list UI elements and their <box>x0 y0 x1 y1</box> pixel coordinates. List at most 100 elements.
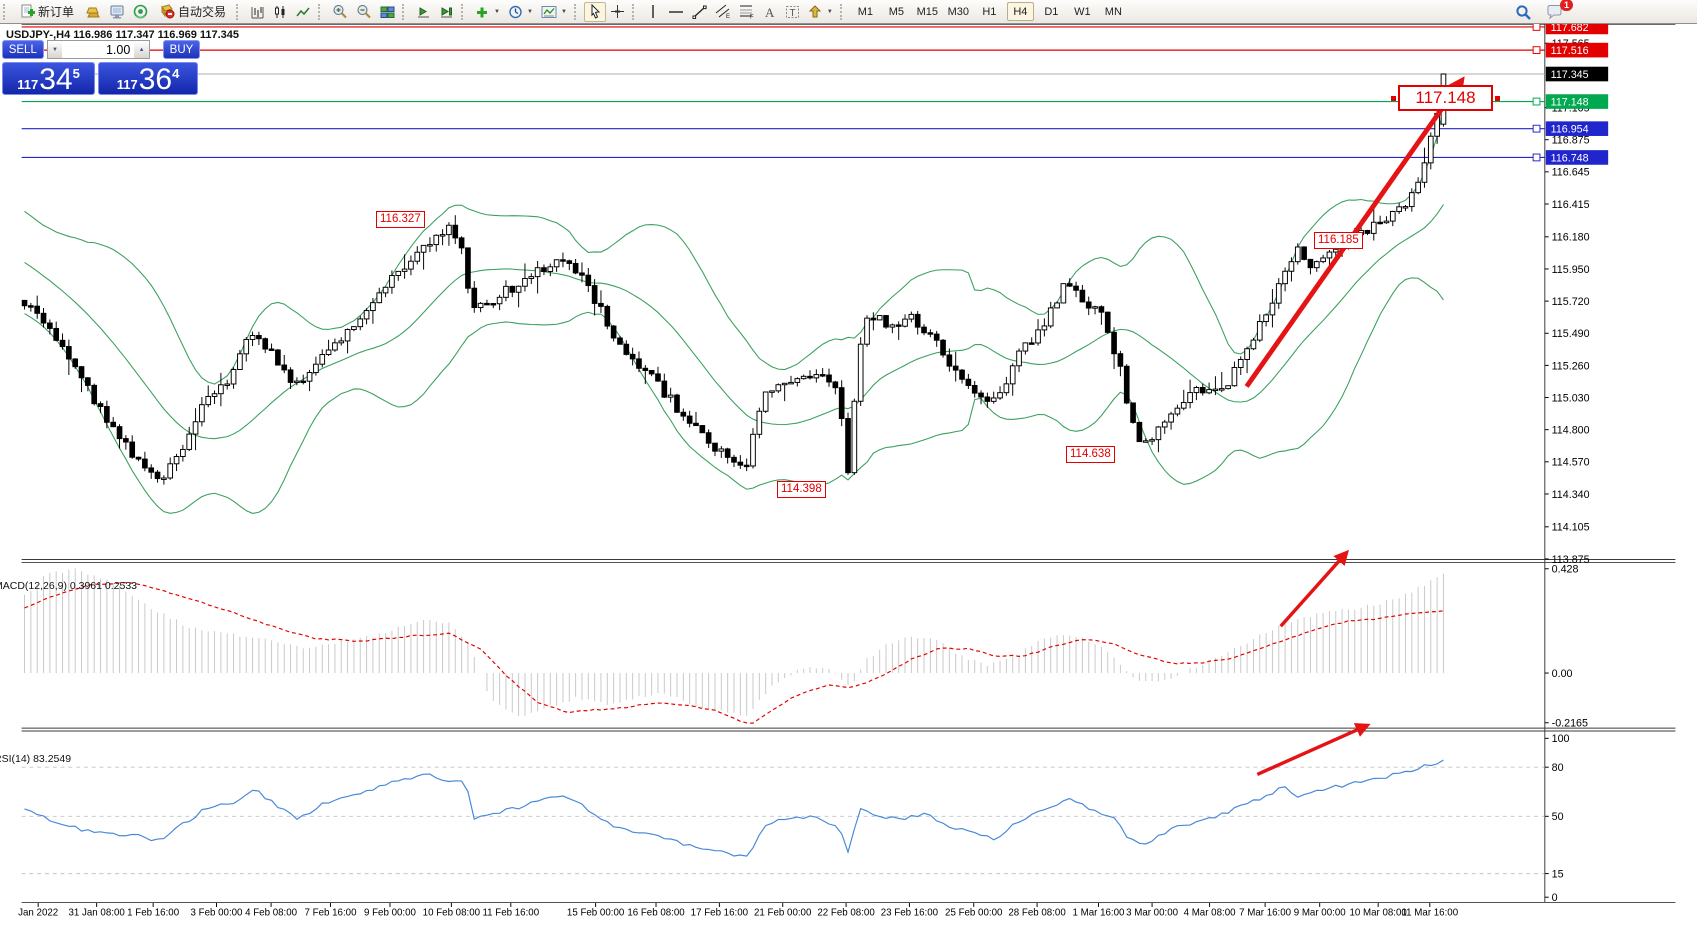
timeframe-MN[interactable]: MN <box>1104 5 1122 18</box>
svg-text:E: E <box>726 14 730 19</box>
templates-button[interactable]: ▼ <box>537 2 571 22</box>
chart-shift-button[interactable] <box>435 2 458 22</box>
rsi-pane <box>21 759 1545 875</box>
timeframe-M15[interactable]: M15 <box>916 5 939 18</box>
auto-scroll-button[interactable] <box>412 2 435 22</box>
chart-canvas[interactable]: 117.565117.105116.875116.645116.415116.1… <box>0 24 1697 943</box>
main-pane <box>21 26 1545 514</box>
zoom-out-icon <box>357 5 371 19</box>
toolbar-grip <box>236 3 242 20</box>
notifications-button[interactable]: 1 <box>1542 0 1573 22</box>
sell-price-pip: 5 <box>72 66 80 81</box>
svg-text:50: 50 <box>1552 811 1564 823</box>
svg-text:115.260: 115.260 <box>1552 360 1590 372</box>
horizontal-line-icon <box>668 10 683 13</box>
signals-button[interactable] <box>129 2 152 22</box>
crosshair-tool-button[interactable] <box>606 2 629 22</box>
svg-text:T: T <box>789 8 795 19</box>
search-button[interactable] <box>1511 2 1536 22</box>
timeframe-H4[interactable]: H4 <box>1006 2 1034 21</box>
svg-text:115.030: 115.030 <box>1552 392 1590 404</box>
timeframe-H1[interactable]: H1 <box>982 5 997 18</box>
svg-text:10 Feb 08:00: 10 Feb 08:00 <box>423 908 481 919</box>
market-watch-button[interactable] <box>105 2 129 22</box>
dropdown-caret-icon: ▼ <box>560 8 567 15</box>
zoom-in-button[interactable] <box>328 2 352 22</box>
timeframe-W1[interactable]: W1 <box>1074 5 1091 18</box>
candlestick-chart-button[interactable] <box>269 2 292 22</box>
price-annotation[interactable]: 116.327 <box>376 211 425 228</box>
cursor-tool-button[interactable] <box>583 1 606 22</box>
timeframe-M30[interactable]: M30 <box>947 5 970 18</box>
volume-decrease-button[interactable]: ▼ <box>46 40 63 59</box>
text-tool-button[interactable]: A <box>759 2 781 22</box>
trend-arrow[interactable] <box>1256 723 1371 776</box>
toolbar-grip <box>839 3 846 20</box>
sell-button[interactable]: SELL <box>2 40 44 59</box>
text-label-tool-button[interactable]: T <box>781 2 804 22</box>
zoom-out-button[interactable] <box>352 2 376 22</box>
price-annotation[interactable]: 116.185 <box>1314 232 1363 249</box>
svg-text:0.00: 0.00 <box>1552 668 1573 680</box>
vertical-line-icon <box>652 5 654 18</box>
svg-text:117.682: 117.682 <box>1551 24 1589 34</box>
fibonacci-tool-button[interactable]: F <box>735 2 759 22</box>
timeframe-D1[interactable]: D1 <box>1044 5 1059 18</box>
add-indicator-button[interactable]: ▼ <box>471 2 504 22</box>
svg-text:116.645: 116.645 <box>1552 167 1590 179</box>
toolbar-grip <box>402 3 408 20</box>
buy-price-big: 36 <box>138 63 173 96</box>
svg-text:21 Feb 00:00: 21 Feb 00:00 <box>754 908 812 919</box>
arrow-shapes-icon <box>808 4 822 17</box>
sell-price-display[interactable]: 117 34 5 <box>2 62 95 95</box>
toolbar: 新订单 自动交易 ▼ ▼ <box>0 0 1697 24</box>
autotrading-button[interactable]: 自动交易 <box>152 2 233 22</box>
bar-chart-icon <box>251 6 264 18</box>
arrows-tool-button[interactable]: ▼ <box>804 2 837 22</box>
trendline-tool-button[interactable] <box>688 2 711 22</box>
terminal-icon <box>110 5 124 18</box>
svg-text:3 Mar 00:00: 3 Mar 00:00 <box>1126 908 1179 919</box>
vertical-line-tool-button[interactable] <box>642 2 664 22</box>
svg-text:0: 0 <box>1552 892 1558 904</box>
bar-chart-button[interactable] <box>246 2 269 22</box>
svg-text:17 Feb 16:00: 17 Feb 16:00 <box>691 908 749 919</box>
bollinger-band-line <box>24 109 1444 385</box>
buy-button[interactable]: BUY <box>163 40 200 59</box>
new-order-button[interactable]: 新订单 <box>13 2 81 22</box>
auto-scroll-icon <box>418 6 430 17</box>
svg-text:0.428: 0.428 <box>1552 564 1579 576</box>
timeframe-M1[interactable]: M1 <box>857 5 873 18</box>
sell-price-big: 34 <box>39 63 73 96</box>
periods-button[interactable]: ▼ <box>504 2 537 22</box>
rsi-line <box>24 759 1444 857</box>
line-chart-icon <box>296 7 310 16</box>
profile-button[interactable] <box>81 2 105 22</box>
price-annotation[interactable]: 114.398 <box>777 481 826 498</box>
signal-icon <box>133 4 148 19</box>
price-annotation[interactable]: 114.638 <box>1066 446 1115 463</box>
svg-text:80: 80 <box>1552 762 1564 774</box>
horizontal-line-tool-button[interactable] <box>664 2 688 22</box>
svg-text:A: A <box>765 5 775 19</box>
buy-price-display[interactable]: 117 36 4 <box>98 62 198 95</box>
svg-text:115.490: 115.490 <box>1552 328 1590 340</box>
volume-input[interactable] <box>62 40 135 59</box>
rsi-indicator-label: RSI(14) 83.2549 <box>0 753 72 765</box>
candlestick-chart-icon <box>275 5 285 18</box>
dropdown-caret-icon: ▼ <box>526 8 533 15</box>
svg-text:22 Feb 08:00: 22 Feb 08:00 <box>817 908 875 919</box>
price-alert-label[interactable]: 117.148 <box>1391 85 1500 111</box>
tile-windows-button[interactable] <box>376 2 399 22</box>
toolbar-grip <box>631 3 638 20</box>
line-chart-button[interactable] <box>292 2 315 22</box>
svg-text:117.516: 117.516 <box>1551 45 1589 57</box>
trend-arrow[interactable] <box>1279 549 1350 628</box>
timeframe-M5[interactable]: M5 <box>888 5 904 18</box>
toolbar-grip <box>461 3 467 20</box>
channel-tool-button[interactable]: E <box>711 2 735 22</box>
volume-increase-button[interactable]: ▲ <box>134 40 151 59</box>
svg-text:11 Feb 16:00: 11 Feb 16:00 <box>482 908 539 919</box>
text-icon: A <box>765 5 775 19</box>
price-axis: 117.565117.105116.875116.645116.415116.1… <box>1532 24 1609 904</box>
